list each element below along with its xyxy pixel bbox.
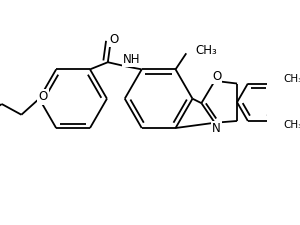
Text: O: O: [38, 90, 47, 104]
Text: CH₃: CH₃: [195, 44, 217, 57]
Text: N: N: [212, 122, 221, 135]
Text: O: O: [212, 70, 221, 83]
Text: NH: NH: [123, 53, 141, 66]
Text: CH₃: CH₃: [284, 74, 300, 84]
Text: CH₃: CH₃: [284, 120, 300, 130]
Text: O: O: [110, 33, 119, 45]
